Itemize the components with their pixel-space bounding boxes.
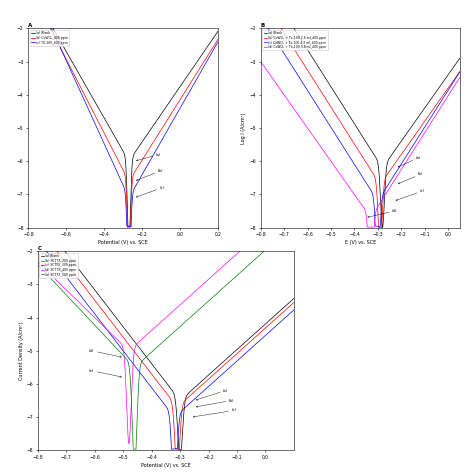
X-axis label: Potential (V) vs. SCE: Potential (V) vs. SCE: [99, 240, 148, 245]
Text: (c): (c): [396, 189, 425, 201]
Text: (a): (a): [196, 389, 228, 400]
Text: (c): (c): [193, 409, 237, 417]
X-axis label: Potential (V) vs. SCE: Potential (V) vs. SCE: [141, 463, 191, 468]
Text: (a): (a): [398, 156, 420, 167]
Text: B: B: [261, 23, 265, 28]
Text: A: A: [28, 23, 33, 28]
Legend: (a) Blank, (b) SCTTX_200 ppm, (c) SCTTX_300 ppm, (d) SCTTX_400 ppm, (e) SCTTX_50: (a) Blank, (b) SCTTX_200 ppm, (c) SCTTX_…: [39, 253, 78, 278]
Text: (d): (d): [368, 209, 397, 218]
Text: C: C: [38, 246, 42, 251]
X-axis label: E (V) vs. SCE: E (V) vs. SCE: [345, 240, 376, 245]
Text: (b): (b): [196, 399, 234, 407]
Text: (b): (b): [398, 173, 423, 184]
Text: (c): (c): [137, 186, 164, 197]
Y-axis label: Current Density (A/cm²): Current Density (A/cm²): [18, 321, 24, 380]
Text: (a): (a): [137, 153, 161, 161]
Text: (d): (d): [89, 349, 121, 357]
Text: (e): (e): [89, 369, 121, 377]
Legend: (a) Blank, (b) CoWO₄ + Tx-100 2.6 ml_400 ppm, (c) CoWO₄ + Tx-100 4.7 ml_400 ppm,: (a) Blank, (b) CoWO₄ + Tx-100 2.6 ml_400…: [262, 30, 328, 50]
Text: (b): (b): [137, 169, 163, 181]
Y-axis label: Log I (A/cm²): Log I (A/cm²): [241, 112, 246, 144]
Legend: (a) Blank, (b) CoWO₄_400 ppm, (c) TX-100_400 ppm: (a) Blank, (b) CoWO₄_400 ppm, (c) TX-100…: [30, 30, 69, 46]
